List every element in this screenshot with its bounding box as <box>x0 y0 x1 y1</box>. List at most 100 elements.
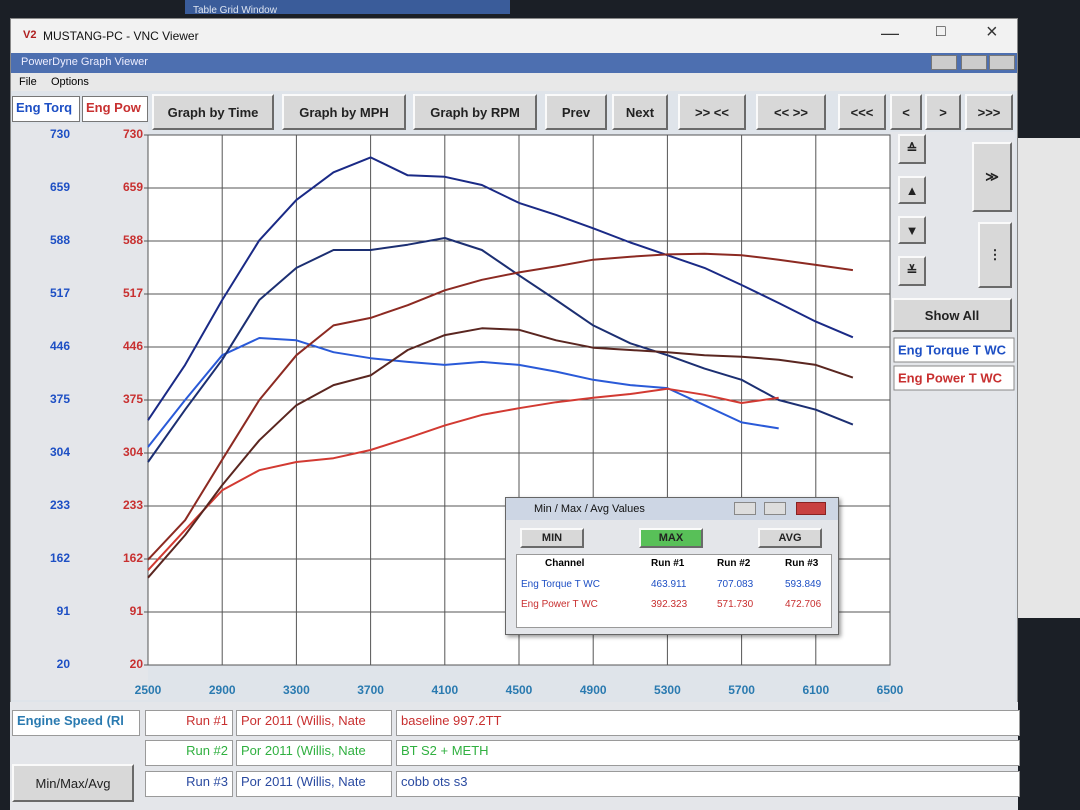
y-tick-label: 162 <box>50 551 70 565</box>
popup-button[interactable]: AVG <box>758 528 822 548</box>
toolbar-button[interactable]: Prev <box>545 94 607 130</box>
scroll-button[interactable]: ≚ <box>898 256 926 286</box>
toolbar-button[interactable]: << >> <box>756 94 826 130</box>
side-panel: ≙ ▲ ▼ ≚ ≫ ⋮ Show All <box>890 132 1015 702</box>
zoom-button[interactable]: ≫ <box>972 142 1012 212</box>
run-vehicle: Por 2011 (Willis, Nate <box>236 771 392 797</box>
x-channel: Engine Speed (Rl <box>12 710 140 736</box>
scroll-button[interactable]: ≙ <box>898 134 926 164</box>
x-tick-label: 2900 <box>209 683 236 697</box>
window-title: MUSTANG-PC - VNC Viewer <box>43 29 199 43</box>
popup-table: Channel Run #1 Run #2 Run #3 Eng Torque … <box>516 554 832 628</box>
legend-entry: Eng Torque T WC <box>898 342 1007 357</box>
cell-value: 593.849 <box>785 579 822 590</box>
run-label: Run #2 <box>145 740 233 766</box>
x-tick-label: 5700 <box>728 683 755 697</box>
cell-value: 472.706 <box>785 599 822 610</box>
column-header: Run #1 <box>651 558 685 569</box>
show-all-button[interactable]: Show All <box>892 298 1012 332</box>
popup-button[interactable]: MAX <box>639 528 703 548</box>
column-header: Channel <box>545 558 585 569</box>
popup-minimize[interactable] <box>734 502 756 515</box>
y2-tick-label: 304 <box>123 445 143 459</box>
axis-panel <box>12 124 148 700</box>
toolbar-button[interactable]: >> << <box>678 94 746 130</box>
axis-tab[interactable]: Eng Torq <box>12 96 80 122</box>
x-tick-label: 2500 <box>135 683 162 697</box>
y-tick-label: 517 <box>50 286 70 300</box>
x-tick-label: 6500 <box>877 683 904 697</box>
series-line <box>147 337 779 448</box>
app-minimize[interactable] <box>931 55 957 70</box>
x-tick-label: 3700 <box>357 683 384 697</box>
y2-tick-label: 446 <box>123 339 143 353</box>
app-close[interactable] <box>989 55 1015 70</box>
axis-tab[interactable]: Eng Pow <box>82 96 148 122</box>
cell-value: 463.911 <box>651 579 687 590</box>
y2-tick-label: 162 <box>123 551 143 565</box>
background-window[interactable]: Table Grid Window <box>185 0 510 16</box>
toolbar-button[interactable]: Graph by MPH <box>282 94 406 130</box>
vnc-icon: V2 <box>23 29 37 41</box>
popup-button[interactable]: MIN <box>520 528 584 548</box>
toolbar-button[interactable]: < <box>890 94 922 130</box>
series-line <box>147 237 854 463</box>
maximize-button[interactable]: □ <box>936 23 946 40</box>
series-line <box>147 327 854 579</box>
x-tick-label: 4500 <box>506 683 533 697</box>
series-line <box>147 252 854 561</box>
y2-tick-label: 91 <box>130 604 144 618</box>
toolbar-button[interactable]: Next <box>612 94 668 130</box>
y-tick-label: 659 <box>50 180 70 194</box>
cell-value: 707.083 <box>717 579 754 590</box>
min-max-avg-button[interactable]: Min/Max/Avg <box>12 764 134 802</box>
background-panel <box>1015 138 1080 618</box>
y2-tick-label: 588 <box>123 233 143 247</box>
run-label: Run #1 <box>145 710 233 736</box>
y-tick-label: 446 <box>50 339 70 353</box>
popup-restore[interactable] <box>764 502 786 515</box>
y2-tick-label: 659 <box>123 180 143 194</box>
x-tick-label: 4900 <box>580 683 607 697</box>
toolbar-button[interactable]: > <box>925 94 961 130</box>
y-tick-label: 375 <box>50 392 70 406</box>
channel-name: Eng Torque T WC <box>521 579 600 590</box>
toolbar-button[interactable]: Graph by Time <box>152 94 274 130</box>
menu-item[interactable]: File <box>19 76 37 88</box>
legend-box <box>893 365 1015 391</box>
close-button[interactable]: × <box>986 21 998 43</box>
y-tick-label: 233 <box>50 498 70 512</box>
run-note: baseline 997.2TT <box>396 710 1020 736</box>
channel-name: Eng Power T WC <box>521 599 598 610</box>
scroll-button[interactable]: ▲ <box>898 176 926 204</box>
series-line <box>147 387 779 571</box>
popup-window: Min / Max / Avg Values MIN MAX AVG Chann… <box>505 497 839 635</box>
y-tick-label: 304 <box>50 445 70 459</box>
menu-item[interactable]: Options <box>51 76 89 88</box>
app-restore[interactable] <box>961 55 987 70</box>
y-tick-label: 20 <box>57 657 71 671</box>
toolbar-button[interactable]: >>> <box>965 94 1013 130</box>
column-header: Run #3 <box>785 558 819 569</box>
app-title: PowerDyne Graph Viewer <box>21 56 148 68</box>
run-note: BT S2 + METH <box>396 740 1020 766</box>
toolbar-button[interactable]: <<< <box>838 94 886 130</box>
popup-title-bar: Min / Max / Avg Values <box>506 498 838 520</box>
run-note: cobb ots s3 <box>396 771 1020 797</box>
zoom-button[interactable]: ⋮ <box>978 222 1012 288</box>
app-title-bar: PowerDyne Graph Viewer <box>11 53 1017 73</box>
toolbar-button[interactable]: Graph by RPM <box>413 94 537 130</box>
minimize-button[interactable]: — <box>881 23 899 43</box>
y2-tick-label: 375 <box>123 392 143 406</box>
cell-value: 392.323 <box>651 599 688 610</box>
y2-tick-label: 517 <box>123 286 143 300</box>
scroll-button[interactable]: ▼ <box>898 216 926 244</box>
background-window-title: Table Grid Window <box>193 5 277 16</box>
title-bar: V2 MUSTANG-PC - VNC Viewer — □ × <box>11 19 1017 53</box>
run-vehicle: Por 2011 (Willis, Nate <box>236 710 392 736</box>
series-line <box>147 156 854 421</box>
popup-close[interactable] <box>796 502 826 515</box>
column-header: Run #2 <box>717 558 751 569</box>
